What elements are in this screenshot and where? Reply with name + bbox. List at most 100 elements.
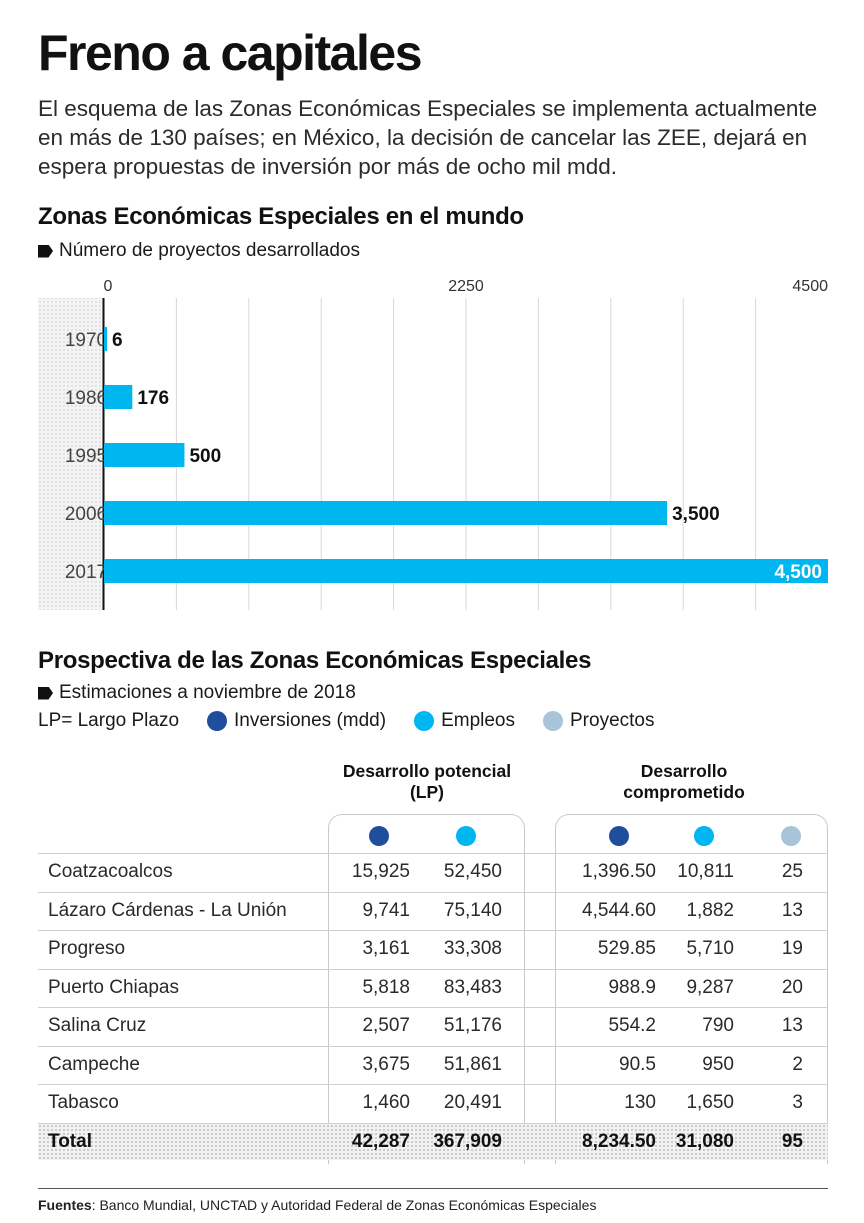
table-cell-com-proy: 20	[781, 976, 803, 998]
bar	[104, 559, 828, 583]
table-cell-pot-inv: 3,675	[362, 1053, 410, 1075]
table-cell-com-emp: 1,650	[686, 1092, 734, 1113]
row-divider	[38, 1122, 828, 1124]
page-subtitle: El esquema de las Zonas Económicas Espec…	[38, 96, 818, 179]
table-cell-com-inv: 90.5	[619, 1053, 656, 1075]
table-cell-pot-emp: 51,861	[443, 1053, 502, 1075]
table-cell-com-proy: 13	[781, 1015, 803, 1036]
table-subtitle: Estimaciones a noviembre de 2018	[38, 682, 356, 704]
group-header-potencial: Desarrollo potencial (LP)	[342, 761, 512, 802]
table-cell-pot-inv: 5,818	[362, 976, 410, 998]
table-subtitle-text: Estimaciones a noviembre de 2018	[59, 682, 356, 703]
bar-value-label: 3,500	[672, 504, 720, 525]
table-row-name: Lázaro Cárdenas - La Unión	[48, 899, 287, 921]
table-cell-pot-emp: 20,491	[443, 1092, 502, 1113]
chart-subtitle: Número de proyectos desarrollados	[38, 240, 360, 262]
legend-item-empleos: Empleos	[414, 710, 515, 732]
table-cell-pot-emp: 33,308	[443, 938, 502, 959]
category-label: 1986	[65, 388, 107, 409]
dot-icon	[543, 711, 563, 731]
inversiones-dot-icon	[609, 826, 629, 846]
table-cell-com-proy: 2	[792, 1053, 803, 1075]
legend-lp-label: LP= Largo Plazo	[38, 710, 180, 731]
bar-value-label: 4,500	[774, 562, 822, 583]
table-row-name: Campeche	[48, 1053, 140, 1075]
bar	[104, 327, 107, 351]
table-cell-pot-emp: 83,483	[443, 976, 502, 998]
dot-icon	[414, 711, 435, 731]
legend-label: Empleos	[441, 710, 515, 731]
table-row-name: Salina Cruz	[48, 1015, 147, 1036]
footer-text: : Banco Mundial, UNCTAD y Autoridad Fede…	[91, 1197, 597, 1213]
table-cell-com-inv: 529.85	[597, 938, 656, 959]
table-cell-com-emp: 1,882	[686, 899, 734, 921]
table-row-name: Coatzacoalcos	[48, 861, 173, 882]
legend-label: Proyectos	[570, 710, 655, 731]
table-cell-com-inv: 130	[624, 1092, 656, 1113]
category-label: 2017	[65, 562, 107, 583]
row-divider	[38, 1045, 828, 1047]
x-tick-label: 0	[104, 278, 113, 295]
row-divider	[38, 1084, 828, 1085]
empleos-dot-icon	[456, 826, 476, 846]
table-cell-com-emp: 9,287	[686, 976, 734, 998]
table-cell-com-emp: 10,811	[677, 861, 734, 882]
inversiones-dot-icon	[369, 826, 389, 846]
table-cell-pot-inv: 3,161	[362, 938, 410, 959]
table-row-name: Puerto Chiapas	[48, 976, 179, 998]
row-divider	[38, 891, 828, 893]
total-com-inv: 8,234.50	[582, 1131, 656, 1152]
table-cell-com-inv: 554.2	[608, 1015, 656, 1036]
table-cell-pot-emp: 75,140	[443, 899, 502, 921]
bar-value-label: 6	[112, 330, 123, 351]
page-title: Freno a capitales	[38, 25, 423, 81]
group-box-potencial	[328, 814, 525, 1164]
table-cell-pot-inv: 9,741	[362, 899, 410, 921]
footer-label: Fuentes	[38, 1197, 92, 1213]
chart-title: Zonas Económicas Especiales en el mundo	[38, 203, 524, 230]
bar	[104, 443, 185, 467]
legend-lp: LP= Largo Plazo	[38, 710, 179, 732]
bar-chart: 0 2250 4500 1970 6 1986 176 1995 500 2006 3,500 201…	[38, 278, 828, 610]
table-cell-com-proy: 19	[781, 938, 803, 959]
table-title: Prospectiva de las Zonas Económicas Espe…	[38, 647, 592, 674]
total-pot-emp: 367,909	[433, 1131, 502, 1152]
table-cell-pot-inv: 15,925	[351, 861, 410, 882]
x-tick-label: 2250	[448, 278, 484, 295]
table-cell-com-proy: 13	[781, 899, 803, 921]
table-cell-com-emp: 790	[702, 1015, 734, 1036]
legend: LP= Largo Plazo Inversiones (mdd) Empleo…	[38, 710, 682, 732]
table-cell-pot-inv: 2,507	[362, 1015, 410, 1036]
table-cell-com-inv: 988.9	[608, 976, 656, 998]
table-row-name: Progreso	[48, 938, 126, 959]
row-divider	[38, 968, 828, 970]
table-cell-com-inv: 1,396.50	[582, 861, 656, 882]
legend-item-inversiones: Inversiones (mdd)	[207, 710, 386, 732]
total-row-band	[38, 1124, 828, 1160]
table-cell-com-inv: 4,544.60	[582, 899, 656, 921]
table-cell-com-emp: 5,710	[686, 938, 734, 959]
total-pot-inv: 42,287	[351, 1131, 410, 1152]
table-row-name: Tabasco	[48, 1092, 119, 1113]
row-divider	[38, 853, 828, 854]
legend-item-proyectos: Proyectos	[543, 710, 654, 732]
table-cell-com-proy: 3	[792, 1092, 803, 1113]
tag-icon	[38, 686, 53, 700]
footer-divider	[38, 1188, 828, 1189]
footer-sources: Fuentes: Banco Mundial, UNCTAD y Autorid…	[38, 1197, 596, 1213]
total-label: Total	[48, 1131, 92, 1152]
legend-label: Inversiones (mdd)	[234, 710, 387, 731]
bar	[104, 385, 133, 409]
group-box-comprometido	[555, 814, 828, 1164]
total-com-proy: 95	[781, 1131, 803, 1152]
table-cell-com-emp: 950	[702, 1053, 734, 1075]
tag-icon	[38, 244, 53, 258]
bar-value-label: 176	[137, 388, 169, 409]
table-cell-pot-emp: 51,176	[443, 1015, 502, 1036]
empleos-dot-icon	[694, 826, 714, 846]
group-header-comprometido: Desarrollo comprometido	[623, 761, 745, 802]
category-label: 1970	[65, 330, 107, 351]
category-band-dots	[38, 298, 103, 610]
row-divider	[38, 930, 828, 931]
dot-icon	[207, 711, 228, 731]
